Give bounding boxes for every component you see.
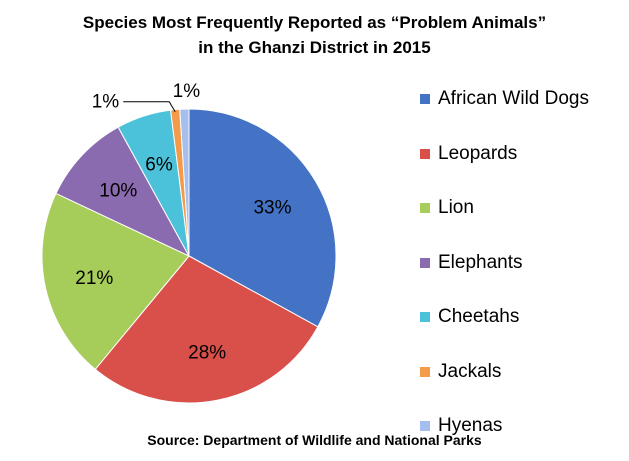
legend-label-jackals: Jackals [438, 360, 502, 382]
chart-subtitle: in the Ghanzi District in 2015 [198, 38, 431, 57]
data-label-cheetahs: 6% [145, 155, 173, 176]
chart-title-block: Species Most Frequently Reported as “Pro… [0, 10, 629, 60]
legend-swatch-cheetahs [420, 312, 430, 323]
legend-item-leopards: Leopards [420, 127, 625, 182]
legend-item-cheetahs: Cheetahs [420, 290, 625, 345]
data-label-lion: 21% [75, 268, 113, 289]
pie-slice-leopards [94, 255, 319, 404]
legend-swatch-elephants [420, 257, 430, 268]
legend-label-african-wild-dogs: African Wild Dogs [438, 88, 589, 110]
data-label-leopards: 28% [188, 342, 226, 363]
legend-label-hyenas: Hyenas [438, 415, 503, 437]
legend-item-hyenas: Hyenas [420, 399, 625, 454]
pie-slice-lion [41, 192, 190, 370]
legend-swatch-jackals [420, 366, 430, 377]
data-label-african-wild-dogs: 33% [253, 198, 291, 219]
legend-item-african-wild-dogs: African Wild Dogs [420, 72, 625, 127]
legend-label-leopards: Leopards [438, 142, 518, 164]
chart-source: Source: Department of Wildlife and Natio… [147, 432, 482, 448]
pie-slice-hyenas [179, 108, 190, 257]
legend-label-cheetahs: Cheetahs [438, 306, 520, 328]
legend-swatch-hyenas [420, 421, 430, 432]
legend-item-elephants: Elephants [420, 236, 625, 291]
leader-line-jackals [123, 101, 176, 112]
data-label-elephants: 10% [99, 181, 137, 202]
legend-swatch-leopards [420, 148, 430, 159]
data-label-jackals: 1% [92, 92, 120, 113]
data-label-hyenas: 1% [173, 81, 201, 102]
legend-swatch-lion [420, 203, 430, 214]
pie-slice-elephants [55, 126, 191, 258]
legend-label-lion: Lion [438, 197, 474, 219]
legend-item-jackals: Jackals [420, 345, 625, 400]
pie-slice-african-wild-dogs [188, 108, 337, 328]
legend-label-elephants: Elephants [438, 251, 523, 273]
legend-swatch-african-wild-dogs [420, 94, 430, 105]
chart-legend: African Wild Dogs Leopards Lion Elephants Ch… [420, 72, 625, 454]
chart-title: Species Most Frequently Reported as “Pro… [82, 13, 547, 32]
legend-item-lion: Lion [420, 181, 625, 236]
